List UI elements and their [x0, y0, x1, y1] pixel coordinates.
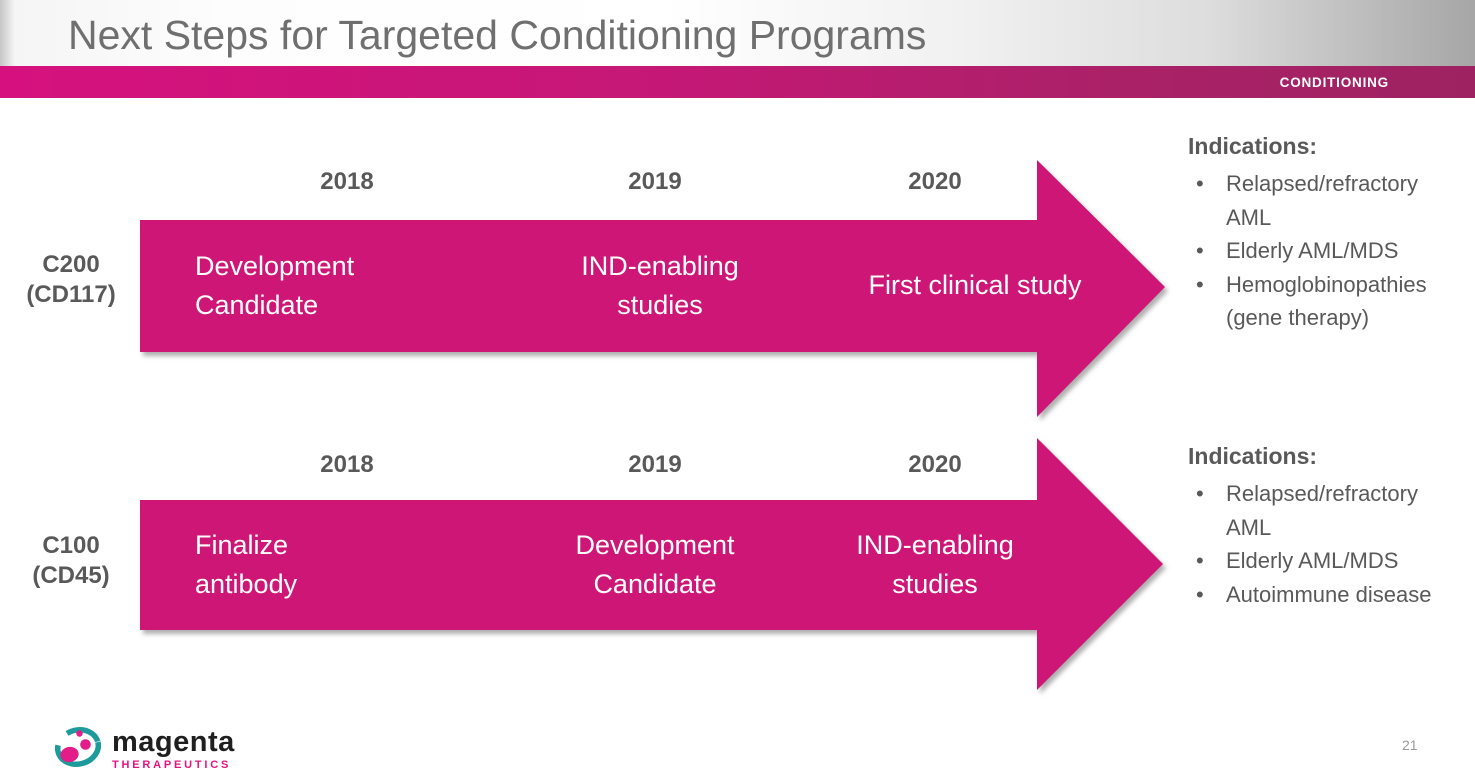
phase-step: First clinical study: [868, 270, 1082, 300]
indications-block-c100: Indications: • Relapsed/refractory AML •…: [1188, 441, 1475, 611]
bullet-icon: •: [1196, 581, 1204, 607]
indication-text: Relapsed/refractory AML: [1226, 481, 1418, 540]
page-number: 21: [1402, 737, 1418, 753]
indication-text: Hemoglobinopathies (gene therapy): [1226, 271, 1427, 331]
phase-step: IND-enabling studies: [856, 530, 1014, 599]
year-label: 2020: [908, 451, 962, 478]
timeline-arrow-c200: [140, 160, 1165, 417]
program-name: C200: [42, 251, 100, 278]
indications-block-c200: Indications: • Relapsed/refractory AML •…: [1188, 131, 1475, 335]
program-name: C100: [42, 532, 100, 559]
year-label: 2020: [908, 168, 962, 195]
program-target: (CD45): [32, 562, 110, 589]
timeline-arrow-c100: [140, 438, 1163, 690]
phase-step: IND-enabling studies: [581, 251, 739, 320]
phase-step: Development Candidate: [575, 530, 735, 599]
indication-text: Elderly AML/MDS: [1226, 238, 1399, 263]
page-title: Next Steps for Targeted Conditioning Pro…: [68, 11, 927, 58]
program-target: (CD117): [26, 281, 116, 308]
section-tag: CONDITIONING: [1279, 74, 1389, 90]
program-label-c100: C100 (CD45): [8, 531, 134, 591]
list-item: • Autoimmune disease: [1188, 578, 1475, 612]
logo-text-block: magenta THERAPEUTICS: [112, 722, 235, 772]
list-item: • Elderly AML/MDS: [1188, 544, 1475, 578]
list-item: • Elderly AML/MDS: [1188, 234, 1475, 268]
year-label: 2018: [320, 451, 374, 478]
indications-title: Indications:: [1188, 443, 1318, 469]
indication-text: Autoimmune disease: [1226, 581, 1432, 607]
bullet-icon: •: [1196, 238, 1204, 263]
list-item: • Hemoglobinopathies (gene therapy): [1188, 268, 1475, 335]
logo-wordmark: magenta: [112, 726, 235, 758]
program-label-c200: C200 (CD117): [8, 250, 134, 310]
bullet-icon: •: [1196, 271, 1204, 297]
list-item: • Relapsed/refractory AML: [1188, 167, 1475, 234]
logo-subtext: THERAPEUTICS: [112, 759, 232, 771]
phase-step: Finalize antibody: [195, 530, 298, 599]
indication-text: Relapsed/refractory AML: [1226, 171, 1418, 230]
indications-title: Indications:: [1188, 133, 1318, 159]
magenta-cell-icon: [54, 727, 102, 767]
year-label: 2019: [628, 168, 682, 195]
bullet-icon: •: [1196, 548, 1204, 573]
section-banner: CONDITIONING: [0, 66, 1475, 98]
bullet-icon: •: [1196, 171, 1204, 196]
phase-step: Development Candidate: [195, 251, 355, 320]
company-logo: magenta THERAPEUTICS: [52, 722, 235, 772]
year-label: 2018: [320, 168, 374, 195]
year-label: 2019: [628, 451, 682, 478]
list-item: • Relapsed/refractory AML: [1188, 477, 1475, 544]
indication-text: Elderly AML/MDS: [1226, 548, 1399, 573]
bullet-icon: •: [1196, 481, 1204, 506]
title-band: Next Steps for Targeted Conditioning Pro…: [0, 0, 1475, 66]
